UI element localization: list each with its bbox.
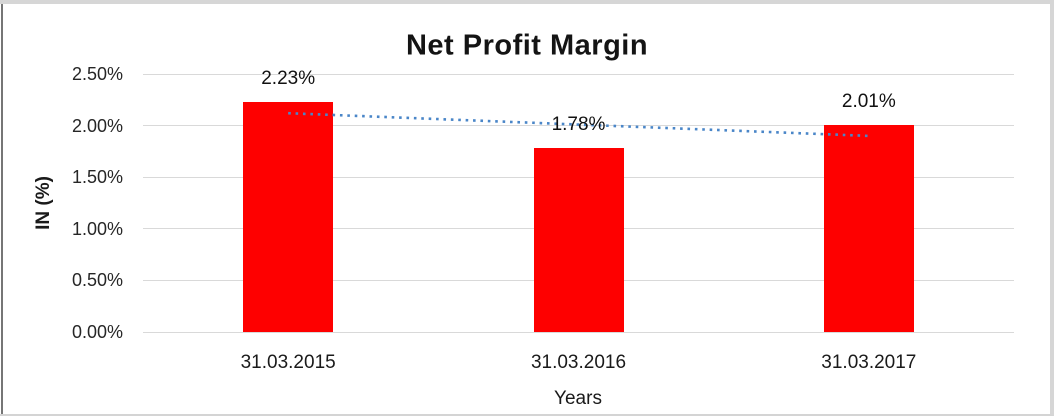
bar-value-label: 2.01% [841, 90, 896, 112]
bar-value-label: 1.78% [551, 114, 606, 136]
y-tick-label: 0.50% [71, 270, 123, 291]
y-tick-label: 0.00% [71, 322, 123, 342]
x-axis-title: Years [554, 388, 602, 409]
bar [533, 148, 624, 332]
x-tick-label: 31.03.2017 [821, 352, 917, 373]
frame-left-border [1, 4, 3, 414]
y-tick-label: 2.00% [71, 115, 123, 136]
chart-title: Net Profit Margin [405, 29, 649, 62]
bar [823, 124, 914, 332]
y-tick-label: 1.00% [71, 218, 123, 239]
gridline [143, 331, 1014, 333]
plot-area: 0.00% 0.50% 1.00% 1.50% 2.00% 2.50% 2.23% 31.03… [0, 4, 1050, 414]
gridline [143, 73, 1014, 75]
y-tick-label: 2.50% [71, 64, 123, 84]
bar-value-label: 2.23% [261, 67, 316, 89]
trendline [288, 111, 869, 138]
x-tick-label: 31.03.2015 [240, 352, 336, 373]
x-tick-label: 31.03.2016 [530, 352, 627, 373]
bar [243, 101, 334, 332]
y-tick-label: 1.50% [71, 167, 123, 188]
